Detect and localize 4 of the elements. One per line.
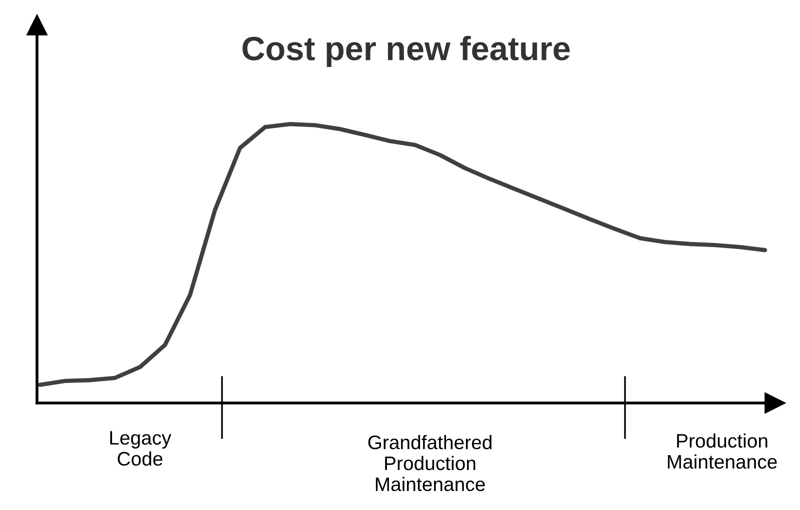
text: Grandfathered Production Maintenance xyxy=(368,434,492,492)
text: Legacy Code xyxy=(110,431,172,466)
chart-title: Cost per new feature xyxy=(242,36,570,67)
text: Production Maintenance xyxy=(668,433,777,469)
